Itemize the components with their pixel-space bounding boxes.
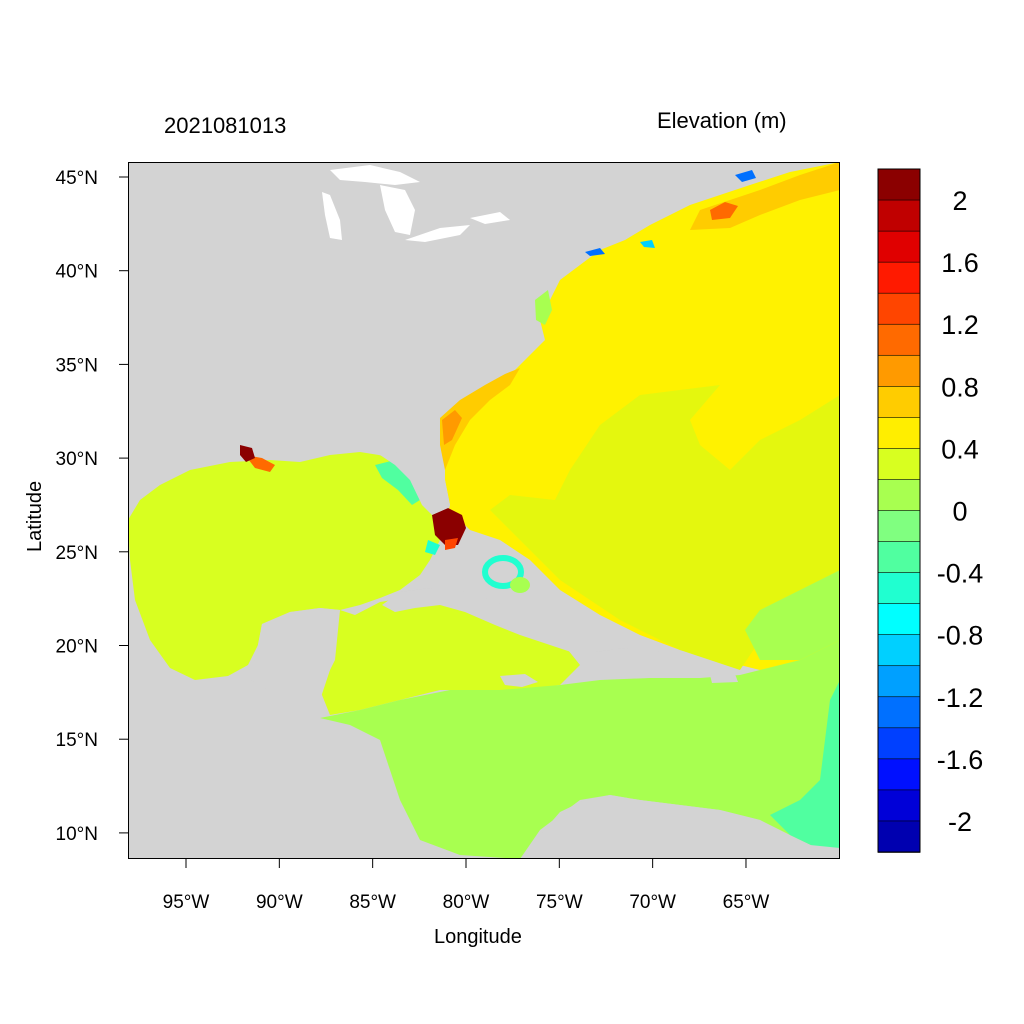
colorbar-label: -0.8 bbox=[937, 621, 984, 651]
lon-tick-label: 95°W bbox=[163, 892, 210, 913]
lon-tick-label: 65°W bbox=[723, 892, 770, 913]
lat-tick-label: 35°N bbox=[56, 355, 98, 376]
colorbar-swatch bbox=[877, 386, 921, 419]
atlantic-mid-region bbox=[490, 385, 840, 670]
caribbean-sea bbox=[320, 640, 840, 859]
colorbar-label: -1.2 bbox=[937, 683, 984, 713]
colorbar-label: -2 bbox=[948, 807, 972, 837]
florida-peninsula bbox=[380, 450, 450, 515]
colorbar-label: 0.4 bbox=[941, 434, 979, 464]
lat-tick-label: 45°N bbox=[56, 168, 98, 189]
louisiana-coast-high bbox=[245, 455, 275, 472]
colorbar-label: 1.2 bbox=[941, 310, 979, 340]
colorbar-swatch bbox=[877, 572, 921, 605]
variable-title: Elevation (m) bbox=[657, 108, 787, 133]
lake-superior bbox=[330, 165, 420, 185]
lon-tick-label: 75°W bbox=[536, 892, 583, 913]
lon-tick-label: 70°W bbox=[629, 892, 676, 913]
lake-ontario bbox=[470, 212, 510, 224]
lat-tick-label: 10°N bbox=[56, 824, 98, 845]
lat-tick-label: 25°N bbox=[56, 543, 98, 564]
colorbar-swatch bbox=[877, 448, 921, 481]
colorbar-swatch bbox=[877, 323, 921, 357]
colorbar-swatch bbox=[877, 354, 921, 388]
lake-huron bbox=[380, 185, 415, 235]
great-bahama-bank bbox=[482, 555, 524, 589]
puerto-rico-island bbox=[710, 674, 738, 683]
colorbar-swatch bbox=[877, 417, 921, 450]
colorbar: 2 1.6 1.2 0.8 0.4 0 -0.4 -0.8 -1.2 -1.6 -2 bbox=[877, 168, 984, 853]
lat-tick-label: 20°N bbox=[56, 637, 98, 658]
lake-erie bbox=[405, 225, 470, 242]
latitude-axis: 45°N 40°N 35°N 30°N 25°N 20°N 15°N 10°N bbox=[56, 168, 128, 845]
colorbar-swatch bbox=[877, 230, 921, 263]
lake-michigan bbox=[322, 192, 342, 240]
colorbar-swatch bbox=[877, 758, 921, 791]
colorbar-swatch bbox=[877, 292, 921, 326]
x-axis-title: Longitude bbox=[434, 926, 522, 948]
colorbar-label: -1.6 bbox=[937, 745, 984, 775]
south-america-coast bbox=[520, 795, 840, 859]
colorbar-swatch bbox=[877, 510, 921, 543]
gulf-of-mexico bbox=[128, 452, 440, 680]
colorbar-label: -0.4 bbox=[937, 559, 984, 589]
south-florida-surge bbox=[432, 508, 466, 545]
colorbar-swatch bbox=[877, 696, 921, 729]
bahama-shallows bbox=[510, 577, 530, 593]
colorbar-label: 2 bbox=[952, 186, 967, 216]
bay-of-fundy-high bbox=[710, 202, 738, 220]
lat-tick-label: 15°N bbox=[56, 730, 98, 751]
colorbar-swatch bbox=[877, 541, 921, 574]
colorbar-label: 1.6 bbox=[941, 248, 979, 278]
mid-atlantic-coast-low bbox=[535, 290, 552, 325]
atlantic-east-region bbox=[745, 570, 840, 660]
colorbar-swatch bbox=[877, 634, 921, 667]
colorbar-swatch bbox=[877, 603, 921, 636]
florida-west-coast-low bbox=[375, 460, 420, 505]
lat-tick-label: 40°N bbox=[56, 262, 98, 283]
colorbar-label: 0 bbox=[952, 497, 967, 527]
louisiana-marsh-red bbox=[240, 445, 255, 462]
colorbar-swatch bbox=[877, 727, 921, 760]
colorbar-swatch bbox=[877, 789, 921, 822]
colorbar-swatch bbox=[877, 261, 921, 294]
florida-keys-high bbox=[445, 538, 458, 550]
colorbar-swatch bbox=[877, 820, 921, 853]
cuba-island bbox=[382, 588, 595, 655]
long-island-sound-low bbox=[585, 248, 605, 256]
lat-tick-label: 30°N bbox=[56, 449, 98, 470]
map-frame bbox=[128, 162, 840, 859]
yucatan-peninsula bbox=[240, 608, 340, 718]
colorbar-label: 0.8 bbox=[941, 372, 979, 402]
colorbar-swatch bbox=[877, 665, 921, 698]
map-area bbox=[128, 162, 840, 859]
hispaniola-island bbox=[595, 648, 700, 675]
lon-tick-label: 90°W bbox=[256, 892, 303, 913]
timestamp-label: 2021081013 bbox=[164, 113, 287, 138]
colorbar-frame bbox=[877, 168, 921, 853]
georgia-coast-high bbox=[442, 410, 462, 445]
colorbar-swatch bbox=[877, 168, 921, 201]
jamaica-island bbox=[500, 674, 538, 687]
lon-tick-label: 85°W bbox=[349, 892, 396, 913]
florida-bay-low bbox=[425, 540, 440, 555]
cape-cod-low bbox=[640, 240, 655, 248]
colorbar-swatch bbox=[877, 199, 921, 232]
lon-tick-label: 80°W bbox=[443, 892, 490, 913]
eastern-caribbean-edge bbox=[770, 680, 840, 859]
nova-scotia-low bbox=[735, 170, 756, 182]
colorbar-swatch bbox=[877, 479, 921, 512]
longitude-axis: 95°W 90°W 85°W 80°W 75°W 70°W 65°W bbox=[163, 859, 770, 913]
